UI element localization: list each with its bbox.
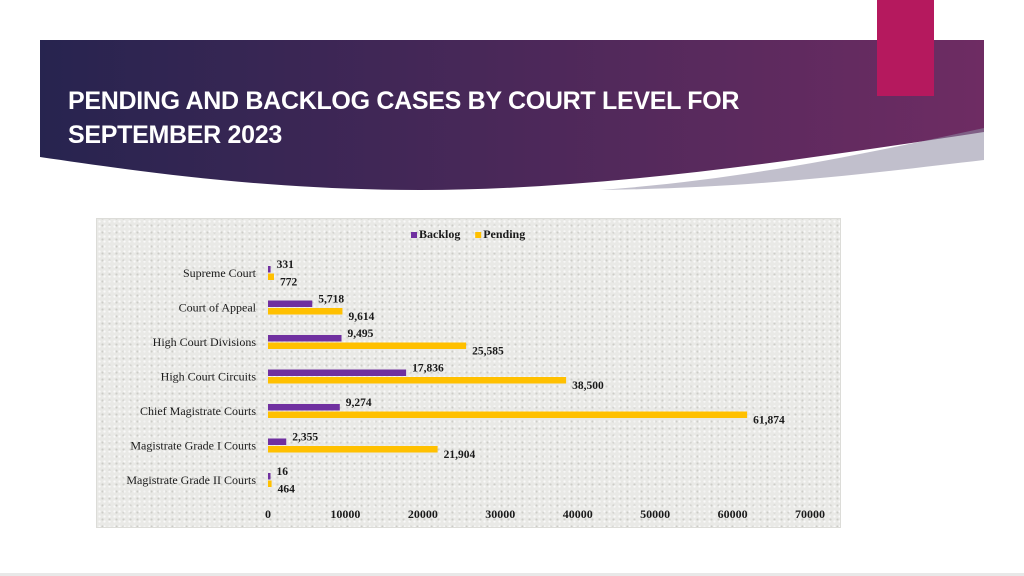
bar-backlog: [268, 335, 342, 342]
data-label-backlog: 331: [277, 259, 295, 271]
data-label-backlog: 17,836: [412, 363, 444, 375]
data-label-backlog: 2,355: [292, 432, 318, 444]
bar-chart: Backlog Pending Supreme Court 331 772 Court o…: [126, 227, 825, 521]
bar-pending: [268, 480, 272, 487]
x-tick-label: 40000: [563, 507, 593, 521]
category-label: Chief Magistrate Courts: [140, 404, 256, 418]
legend-label-backlog: Backlog: [419, 227, 460, 241]
data-label-backlog: 16: [277, 466, 289, 478]
banner-swoosh: [600, 128, 984, 190]
data-label-pending: 21,904: [444, 449, 476, 461]
accent-tab: [877, 0, 934, 96]
category-label: Supreme Court: [183, 266, 257, 280]
bar-backlog: [268, 369, 407, 376]
category-label: Magistrate Grade I Courts: [130, 439, 256, 453]
x-tick-label: 30000: [485, 507, 515, 521]
slide-title: PENDING AND BACKLOG CASES BY COURT LEVEL…: [68, 84, 868, 152]
x-tick-label: 0: [265, 507, 271, 521]
x-tick-label: 60000: [718, 507, 748, 521]
bar-pending: [268, 308, 343, 315]
bar-pending: [268, 446, 438, 453]
category-label: Magistrate Grade II Courts: [126, 473, 256, 487]
data-label-pending: 38,500: [572, 380, 604, 392]
data-label-pending: 464: [278, 484, 296, 496]
bar-backlog: [268, 300, 313, 307]
category-label: High Court Divisions: [153, 335, 257, 349]
data-label-backlog: 9,274: [346, 397, 372, 409]
data-label-pending: 9,614: [348, 311, 374, 323]
category-label: High Court Circuits: [161, 370, 257, 384]
data-label-backlog: 9,495: [348, 328, 374, 340]
legend-swatch-backlog: [411, 232, 417, 238]
title-banner: [40, 40, 984, 190]
chart-area: Backlog Pending Supreme Court 331 772 Court o…: [96, 218, 841, 528]
bar-pending: [268, 342, 467, 349]
bar-pending: [268, 411, 748, 418]
data-label-pending: 61,874: [753, 415, 785, 427]
banner-shape: [40, 40, 984, 190]
data-label-pending: 772: [280, 277, 298, 289]
bar-pending: [268, 273, 274, 280]
legend-swatch-pending: [475, 232, 482, 238]
x-tick-label: 50000: [640, 507, 670, 521]
bar-backlog: [268, 404, 340, 411]
footer-divider: [0, 573, 1024, 576]
category-label: Court of Appeal: [179, 301, 257, 315]
bar-backlog: [268, 473, 271, 480]
x-tick-label: 70000: [795, 507, 825, 521]
x-tick-label: 10000: [330, 507, 360, 521]
bar-pending: [268, 377, 567, 384]
x-tick-label: 20000: [408, 507, 438, 521]
bar-backlog: [268, 438, 287, 445]
title-line-1: PENDING AND BACKLOG CASES BY COURT LEVEL…: [68, 87, 740, 115]
title-line-2: SEPTEMBER 2023: [68, 121, 282, 149]
legend-label-pending: Pending: [483, 227, 525, 241]
data-label-pending: 25,585: [472, 346, 504, 358]
data-label-backlog: 5,718: [318, 294, 344, 306]
bar-backlog: [268, 266, 271, 273]
